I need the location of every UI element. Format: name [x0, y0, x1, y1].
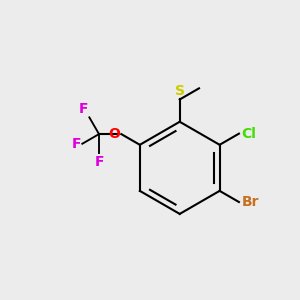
Text: F: F: [71, 137, 81, 151]
Text: O: O: [108, 127, 120, 141]
Text: F: F: [94, 155, 104, 169]
Text: S: S: [175, 84, 185, 98]
Text: F: F: [78, 102, 88, 116]
Text: Br: Br: [241, 195, 259, 209]
Text: Cl: Cl: [241, 127, 256, 141]
